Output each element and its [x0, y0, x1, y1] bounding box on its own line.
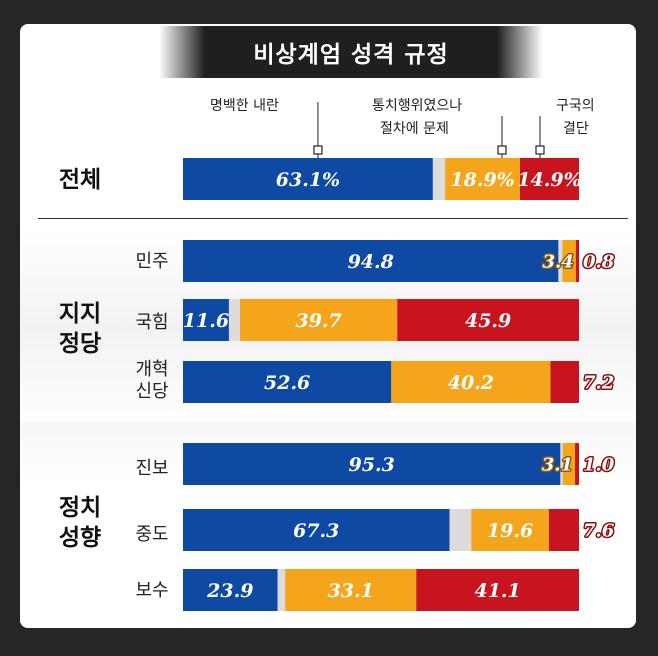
data-label-clear-rebellion: 52.6 [264, 372, 310, 394]
callout-national-salvation-line2: 결단 [563, 121, 589, 137]
row-label-reform-line2: 신당 [135, 381, 169, 402]
bar-segment-clear-rebellion [183, 509, 450, 551]
row-label-progressive: 진보 [135, 458, 169, 479]
data-label-governing-act: 40.2 [448, 372, 494, 394]
bar-segment-no-answer [560, 443, 563, 485]
data-label-governing-act: 33.1 [328, 580, 374, 602]
group-label-party-line1: 지지 [58, 301, 102, 327]
bar-segment-clear-rebellion [183, 569, 278, 611]
bar-segment-clear-rebellion [183, 361, 392, 403]
bar-segment-national-salvation [519, 158, 579, 200]
callout-pointer-governing-act [497, 145, 507, 155]
row-label-moderate: 중도 [135, 524, 169, 545]
data-label-national-salvation: 41.1 [474, 580, 520, 602]
bar-segment-national-salvation [416, 569, 579, 611]
data-label-clear-rebellion: 67.3 [293, 520, 339, 542]
bar-segment-governing-act [562, 240, 576, 282]
callout-national-salvation-line1: 구국의 [556, 98, 595, 114]
data-label-clear-rebellion: 95.3 [349, 454, 395, 476]
row-label-reform-line1: 개혁 [135, 359, 169, 380]
chart-card: 비상계엄 성격 규정 명백한 내란 통치행위였으나 절차에 문제 구국의 결단 … [20, 24, 636, 628]
data-label-national-salvation: 1.0 [583, 455, 615, 476]
data-label-clear-rebellion: 23.9 [206, 580, 253, 602]
row-label-ppp: 국힘 [135, 312, 169, 333]
data-label-governing-act: 19.6 [487, 520, 533, 542]
bar-segment-no-answer [277, 569, 286, 611]
stacked-bar-chart: 63.1% 18.9% 14.9% 94.8 3.4 0.8 11.6 39.7 45.9 52.… [183, 102, 616, 611]
data-label-clear-rebellion: 11.6 [183, 310, 229, 332]
bar-segment-national-salvation [397, 299, 579, 341]
bar-segment-governing-act [391, 361, 551, 403]
callout-governing-act-line1: 통치행위였으나 [372, 98, 463, 114]
data-label-national-salvation: 7.6 [583, 521, 615, 542]
bar-segment-clear-rebellion [183, 443, 561, 485]
bar-segment-no-answer [228, 299, 241, 341]
bar-segment-national-salvation [575, 240, 579, 282]
group-label-overall: 전체 [58, 167, 102, 193]
bar-segment-no-answer [558, 240, 563, 282]
data-label-governing-act: 3.4 [543, 252, 574, 273]
callout-clear-rebellion: 명백한 내란 [210, 98, 279, 114]
bar-segment-governing-act [240, 299, 398, 341]
data-label-clear-rebellion: 63.1% [276, 169, 340, 191]
group-label-party-line2: 정당 [58, 331, 102, 357]
bar-segment-governing-act [445, 158, 520, 200]
data-label-national-salvation: 45.9 [465, 310, 511, 332]
bar-segment-national-salvation [575, 443, 579, 485]
bar-segment-national-salvation [550, 361, 579, 403]
data-label-governing-act: 39.7 [295, 310, 341, 332]
bar-segment-governing-act [285, 569, 417, 611]
callout-pointer-national-salvation [535, 145, 545, 155]
row-label-conservative: 보수 [135, 580, 169, 601]
group-label-ideology-line1: 정치 [58, 495, 102, 521]
group-label-ideology-line2: 성향 [58, 525, 102, 551]
bar-segment-governing-act [562, 443, 576, 485]
data-label-clear-rebellion: 94.8 [348, 251, 394, 273]
bar-segment-clear-rebellion [183, 299, 229, 341]
data-label-national-salvation: 14.9% [517, 169, 581, 191]
bar-segment-clear-rebellion [183, 240, 559, 282]
bar-segment-no-answer [449, 509, 472, 551]
data-label-national-salvation: 0.8 [583, 252, 615, 273]
bar-segment-governing-act [471, 509, 549, 551]
row-label-democratic: 민주 [135, 251, 169, 272]
data-label-governing-act: 3.1 [542, 455, 573, 476]
bar-segment-no-answer [432, 158, 446, 200]
bar-segment-clear-rebellion [183, 158, 433, 200]
callout-pointer-clear-rebellion [313, 145, 323, 155]
bar-segment-national-salvation [548, 509, 579, 551]
data-label-national-salvation: 7.2 [583, 373, 614, 394]
callout-governing-act-line2: 절차에 문제 [380, 121, 449, 137]
data-label-governing-act: 18.9% [450, 169, 514, 191]
chart-title: 비상계엄 성격 규정 [159, 26, 543, 78]
section-divider [38, 218, 628, 219]
